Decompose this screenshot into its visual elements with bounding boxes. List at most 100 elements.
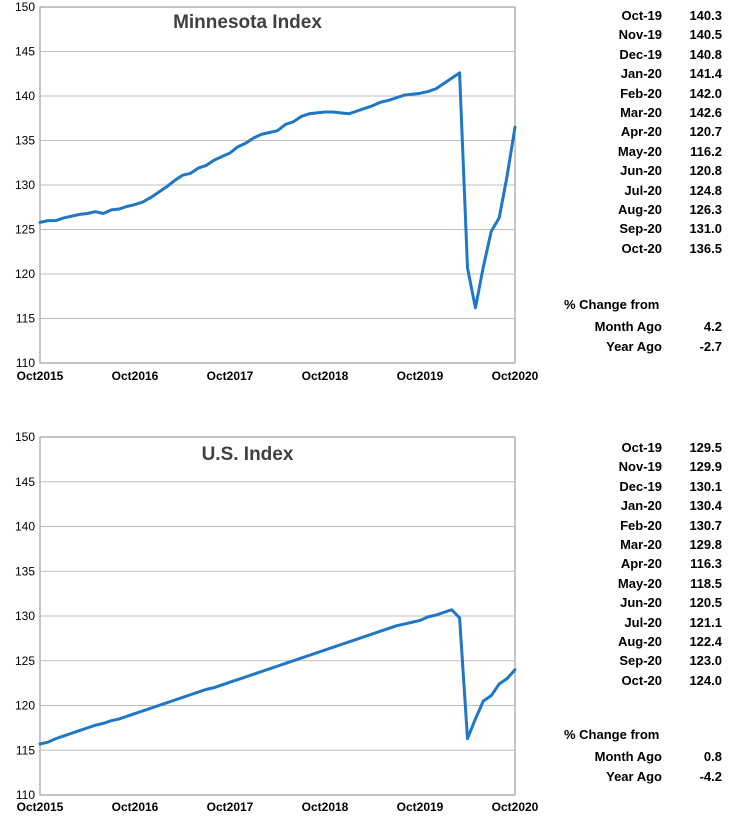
series-line <box>38 71 517 310</box>
month-value: 136.5 <box>689 240 722 256</box>
minnesota-chart: 110 115 120 125 130 135 140 145 150 Oct2015 Oct201… <box>15 0 539 383</box>
month-ago-label: Month Ago <box>594 749 662 764</box>
month-label: Sep-20 <box>619 653 662 669</box>
month-label: May-20 <box>617 143 662 159</box>
month-value: 116.3 <box>690 556 722 572</box>
month-value: 131.0 <box>689 221 722 237</box>
month-row: Sep-20 131.0 <box>520 219 738 238</box>
month-value: 142.6 <box>689 105 722 120</box>
year-ago-row: Year Ago -2.7 <box>520 337 738 356</box>
month-label: Jul-20 <box>624 614 662 630</box>
month-value: 126.3 <box>689 202 722 217</box>
month-label: Jun-20 <box>620 163 662 179</box>
month-value: 121.1 <box>689 614 722 630</box>
x-tick-label: Oct2017 <box>207 800 254 814</box>
month-value: 142.0 <box>689 85 722 101</box>
us-side-table: Oct-19 129.5 Nov-19 129.9 Dec-19 130.1 Jan-20 1… <box>520 428 738 818</box>
month-row: Oct-19 140.3 <box>520 6 738 25</box>
month-value: 120.8 <box>689 163 722 179</box>
month-ago-value: 4.2 <box>703 319 722 334</box>
month-row: Jan-20 141.4 <box>520 64 738 83</box>
month-row: Mar-20 142.6 <box>520 103 738 122</box>
month-row: Jun-20 120.8 <box>520 161 738 180</box>
y-tick-label: 120 <box>15 699 35 713</box>
month-label: Oct-19 <box>621 440 662 455</box>
month-value: 141.4 <box>689 66 722 82</box>
y-tick-label: 130 <box>15 178 35 192</box>
month-value: 124.0 <box>689 672 722 688</box>
month-row: Apr-20 120.7 <box>520 122 738 141</box>
x-tick-label: Oct2018 <box>302 800 349 814</box>
month-label: May-20 <box>617 575 662 591</box>
series-line <box>38 608 517 746</box>
month-row: Dec-19 130.1 <box>520 477 738 496</box>
x-tick-label: Oct2019 <box>397 800 444 814</box>
change-header: % Change from <box>564 727 660 742</box>
year-ago-label: Year Ago <box>606 339 662 354</box>
month-value: 124.8 <box>689 182 722 198</box>
month-label: Dec-19 <box>619 478 662 494</box>
month-value: 130.4 <box>689 498 722 514</box>
month-ago-row: Month Ago 4.2 <box>520 317 738 336</box>
y-tick-label: 125 <box>15 223 35 237</box>
y-tick-label: 150 <box>15 430 35 444</box>
month-label: Jan-20 <box>620 498 662 514</box>
minnesota-panel: 110 115 120 125 130 135 140 145 150 Oct2015 Oct201… <box>0 0 738 400</box>
month-row: May-20 116.2 <box>520 142 738 161</box>
month-value: 120.7 <box>689 124 722 140</box>
x-tick-label: Oct2015 <box>17 800 64 814</box>
month-value: 129.8 <box>689 537 722 552</box>
us-chart: 110 115 120 125 130 135 140 145 150 Oct2015 Oct201… <box>15 430 539 814</box>
chart-title: U.S. Index <box>202 444 294 465</box>
month-row: Oct-19 129.5 <box>520 438 738 457</box>
month-ago-label: Month Ago <box>594 319 662 334</box>
month-label: Feb-20 <box>620 517 662 533</box>
x-tick-label: Oct2020 <box>492 800 539 814</box>
month-row: Sep-20 123.0 <box>520 651 738 670</box>
month-row: May-20 118.5 <box>520 574 738 593</box>
year-ago-value: -4.2 <box>699 769 722 784</box>
y-tick-label: 125 <box>15 654 35 668</box>
y-tick-label: 145 <box>15 45 35 59</box>
month-label: Dec-19 <box>619 46 662 62</box>
month-row: Jul-20 121.1 <box>520 613 738 632</box>
month-row: Jan-20 130.4 <box>520 496 738 515</box>
month-label: Oct-20 <box>621 672 662 688</box>
month-row: Jul-20 124.8 <box>520 181 738 200</box>
year-ago-row: Year Ago -4.2 <box>520 767 738 786</box>
y-tick-label: 115 <box>16 312 35 326</box>
change-header: % Change from <box>564 297 660 312</box>
month-value: 130.7 <box>689 517 722 533</box>
month-value: 120.5 <box>689 595 722 611</box>
month-ago-value: 0.8 <box>703 749 722 764</box>
month-value: 130.1 <box>689 478 722 494</box>
minnesota-side-table: Oct-19 140.3 Nov-19 140.5 Dec-19 140.8 Jan-20 1… <box>520 0 738 400</box>
month-label: Nov-19 <box>618 27 662 43</box>
month-row: Feb-20 130.7 <box>520 516 738 535</box>
month-label: Feb-20 <box>620 85 662 101</box>
year-ago-value: -2.7 <box>699 339 722 354</box>
x-tick-label: Oct2019 <box>397 369 444 383</box>
month-row: Jun-20 120.5 <box>520 593 738 612</box>
x-tick-label: Oct2016 <box>112 800 159 814</box>
month-value: 140.5 <box>689 27 722 43</box>
month-label: Sep-20 <box>619 221 662 237</box>
month-label: Aug-20 <box>617 202 662 217</box>
us-panel: 110 115 120 125 130 135 140 145 150 Oct2015 Oct201… <box>0 428 738 818</box>
month-row: Oct-20 136.5 <box>520 239 738 258</box>
month-label: Oct-19 <box>621 8 662 23</box>
month-row: Aug-20 122.4 <box>520 632 738 651</box>
month-value: 118.5 <box>690 575 722 591</box>
month-label: Apr-20 <box>620 556 662 572</box>
month-row: Nov-19 140.5 <box>520 25 738 44</box>
month-row: Dec-19 140.8 <box>520 45 738 64</box>
month-value: 122.4 <box>689 634 722 649</box>
month-value: 140.3 <box>689 8 722 23</box>
month-row: Apr-20 116.3 <box>520 554 738 573</box>
month-label: Mar-20 <box>620 105 662 120</box>
month-value: 140.8 <box>689 46 722 62</box>
month-row: Mar-20 129.8 <box>520 535 738 554</box>
y-tick-label: 145 <box>15 475 35 489</box>
month-label: Aug-20 <box>617 634 662 649</box>
month-label: Apr-20 <box>620 124 662 140</box>
